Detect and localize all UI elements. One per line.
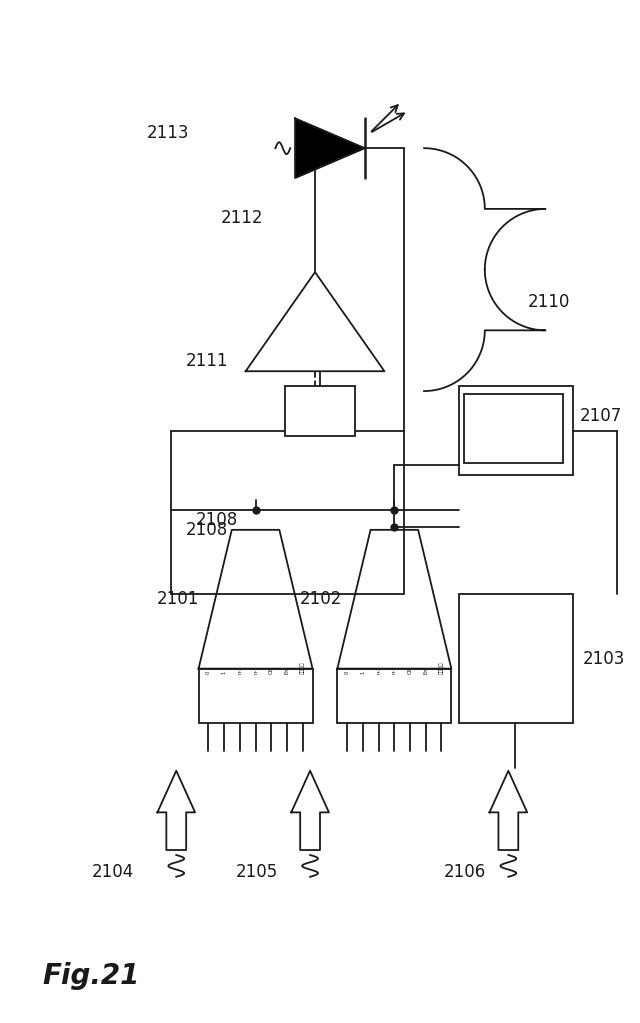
Polygon shape [291, 770, 329, 850]
Text: 2108: 2108 [186, 521, 228, 539]
Polygon shape [490, 770, 527, 850]
Text: Fig.21: Fig.21 [42, 962, 140, 990]
Bar [459, 386, 573, 476]
Text: 2106: 2106 [444, 862, 486, 881]
Text: 2101: 2101 [156, 590, 199, 609]
Text: Clk: Clk [408, 665, 413, 673]
Text: 0: 0 [206, 670, 211, 673]
Text: リセット: リセット [300, 661, 305, 673]
Text: 2105: 2105 [236, 862, 278, 881]
Text: En: En [423, 667, 428, 673]
Bar [459, 594, 573, 723]
Text: 0: 0 [345, 670, 350, 673]
Polygon shape [337, 530, 451, 669]
Bar [464, 394, 563, 463]
Text: 1: 1 [360, 670, 365, 673]
Text: 1: 1 [221, 670, 227, 673]
Text: En: En [284, 667, 289, 673]
Text: n-1: n-1 [392, 665, 397, 673]
Text: n-2: n-2 [237, 665, 243, 673]
Bar [172, 431, 404, 594]
Polygon shape [198, 530, 312, 669]
Text: 2108: 2108 [196, 510, 238, 529]
Bar [198, 669, 312, 723]
Text: Clk: Clk [269, 665, 274, 673]
Text: 2102: 2102 [300, 590, 342, 609]
Bar [337, 669, 451, 723]
Bar [285, 386, 355, 436]
Text: 2113: 2113 [147, 125, 189, 142]
Text: n-2: n-2 [376, 665, 381, 673]
Polygon shape [295, 119, 365, 178]
Polygon shape [246, 272, 385, 371]
Text: 2104: 2104 [92, 862, 134, 881]
Polygon shape [157, 770, 195, 850]
Text: 2107: 2107 [580, 407, 622, 425]
Text: 2110: 2110 [528, 293, 570, 311]
Text: リセット: リセット [439, 661, 444, 673]
Text: 2103: 2103 [582, 650, 625, 668]
Text: 2112: 2112 [221, 209, 264, 226]
Text: n-1: n-1 [253, 665, 258, 673]
Text: 2111: 2111 [186, 352, 228, 370]
